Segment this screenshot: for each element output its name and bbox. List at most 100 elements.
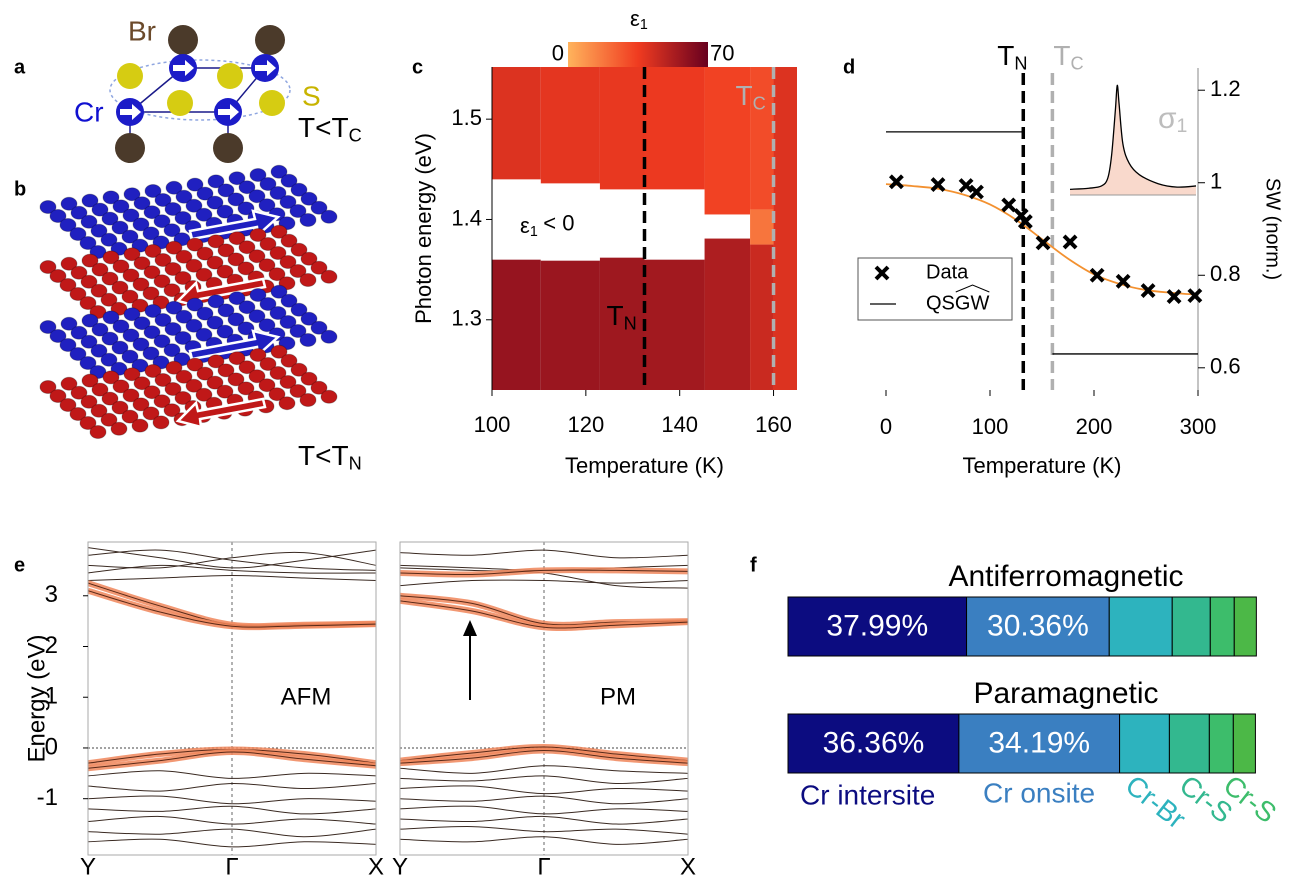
heatmap-cell	[644, 189, 705, 260]
colorbar-tick-label: 70	[710, 40, 734, 65]
atom	[39, 200, 57, 214]
spin-arrow	[175, 397, 267, 429]
atom	[248, 309, 266, 324]
condition-label-part: T<T	[298, 440, 349, 471]
br-atom	[168, 25, 198, 55]
transition-label: TC	[736, 80, 766, 113]
atom	[279, 195, 297, 209]
heatmap-cell	[540, 183, 600, 261]
atom	[290, 302, 308, 317]
y-tick-label: 1.2	[1210, 76, 1241, 101]
atom	[154, 313, 172, 327]
x-tick-label: Y	[392, 853, 408, 879]
band	[88, 751, 376, 769]
band	[88, 551, 376, 569]
atom	[143, 205, 161, 220]
legend-label: Cr-Br	[1120, 769, 1192, 835]
atom	[142, 406, 160, 421]
atom	[207, 294, 225, 309]
transition-label-part: C	[1071, 53, 1084, 73]
atom	[238, 360, 256, 375]
atom	[248, 369, 266, 384]
atom	[81, 253, 99, 268]
band	[400, 569, 688, 576]
atom	[122, 268, 140, 283]
atom	[121, 289, 139, 304]
atom	[269, 246, 287, 260]
atom	[270, 224, 288, 239]
atom	[100, 292, 118, 307]
transition-label: TN	[997, 40, 1027, 73]
atom	[122, 208, 140, 223]
legend-label: Cr onsite	[983, 777, 1095, 808]
atom	[258, 198, 276, 213]
atom	[237, 381, 255, 396]
panel-label: e	[14, 554, 25, 576]
colorbar-label-part: 1	[640, 17, 648, 33]
atom	[217, 363, 235, 378]
atom	[175, 189, 193, 204]
atom	[79, 296, 97, 310]
atom	[217, 183, 235, 198]
crystal-structure	[109, 25, 291, 163]
atom	[132, 337, 150, 352]
data-point	[969, 184, 984, 200]
y-axis-label: Energy (eV)	[23, 634, 50, 762]
atom	[133, 376, 151, 391]
atom	[320, 269, 338, 284]
y-tick-label: 1.5	[451, 105, 482, 130]
legend-label: Cr intersite	[800, 779, 935, 810]
data-point	[1035, 235, 1051, 251]
transition-label-part: C	[753, 93, 766, 113]
negative-region-label-part: 1	[530, 224, 538, 240]
inset-label: σ1	[1158, 102, 1187, 137]
atom	[259, 297, 277, 311]
atom	[268, 387, 286, 402]
plot-frame	[399, 541, 689, 856]
y-tick-label: 1.3	[451, 306, 482, 331]
heatmap-cell	[540, 67, 600, 184]
transition-label-part: N	[624, 313, 637, 333]
br-atom	[255, 25, 285, 55]
atom-label: Cr	[74, 96, 104, 127]
atom	[185, 258, 203, 273]
atom	[237, 261, 255, 276]
transition-label: TN	[607, 300, 637, 333]
atom	[290, 182, 308, 197]
atom	[310, 200, 328, 215]
band	[400, 805, 688, 815]
atom	[79, 236, 97, 250]
bar-value-label: 37.99%	[826, 609, 928, 642]
atom	[123, 247, 141, 262]
atom	[80, 334, 98, 349]
atom	[91, 202, 109, 217]
atom	[60, 376, 78, 391]
inset-label-part: σ	[1158, 102, 1177, 135]
atom	[320, 329, 338, 344]
atom	[153, 274, 171, 289]
atom	[280, 353, 298, 368]
atom	[195, 327, 213, 342]
s-atom	[117, 63, 143, 89]
atom	[196, 366, 214, 381]
bar-segment	[1168, 713, 1210, 774]
atom	[90, 403, 108, 418]
atom	[227, 252, 245, 267]
atom	[112, 319, 130, 334]
bar-segment	[787, 713, 960, 774]
atom-label: S	[302, 80, 321, 111]
colorbar	[568, 42, 708, 67]
atom	[185, 198, 203, 213]
condition-label: T<TN	[298, 440, 362, 473]
atom	[122, 328, 140, 343]
s-atom	[217, 63, 243, 89]
legend-marker	[874, 265, 890, 281]
atom	[101, 271, 119, 286]
atom	[259, 177, 277, 191]
atom	[111, 280, 129, 295]
atom	[174, 211, 192, 225]
atom	[290, 362, 308, 377]
band	[400, 600, 688, 629]
transition-label: TC	[1053, 40, 1083, 73]
